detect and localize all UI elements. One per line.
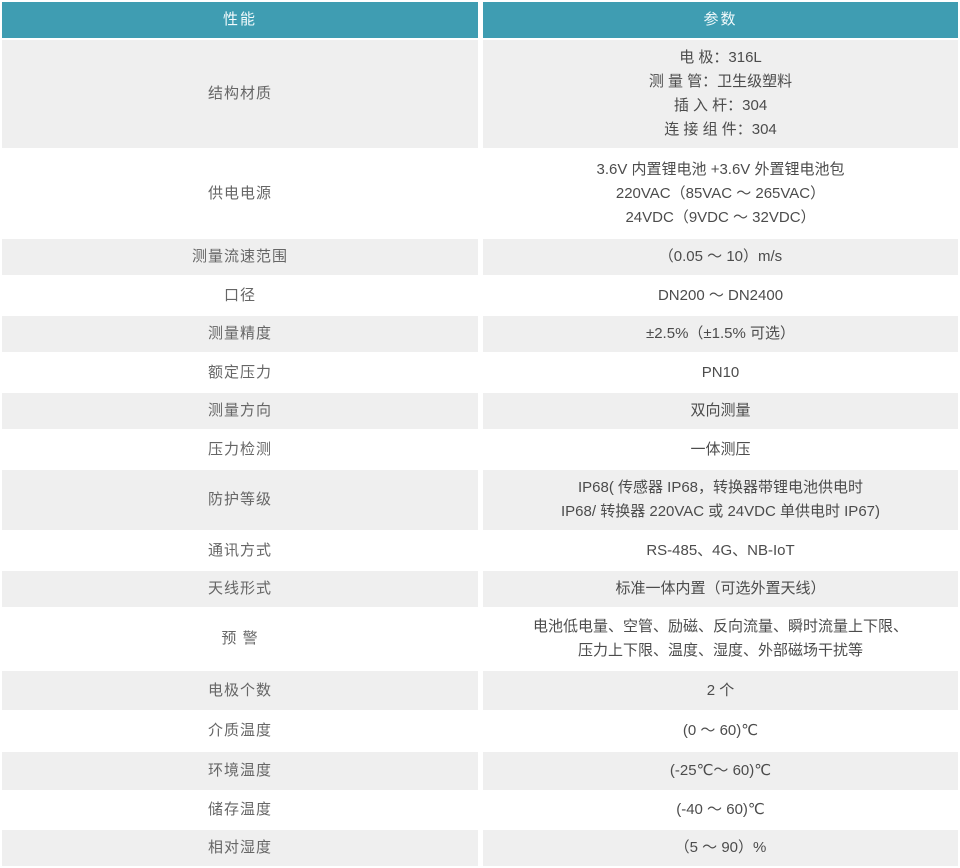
- value-cell: 双向测量: [483, 393, 958, 429]
- value-line: ±2.5%（±1.5% 可选）: [645, 325, 795, 342]
- value-line: 电 极：316L: [679, 49, 762, 66]
- property-label: 天线形式: [207, 580, 272, 597]
- table-row-rated-pressure: 额定压力 PN10: [2, 354, 958, 391]
- table-row-alarm: 预 警 电池低电量、空管、励磁、反向流量、瞬时流量上下限、 压力上下限、温度、湿…: [2, 609, 958, 669]
- property-cell: 测量精度: [2, 316, 478, 352]
- value-line: DN200 ～ DN2400: [657, 286, 784, 304]
- value-line: 压力上下限、温度、湿度、外部磁场干扰等: [577, 642, 863, 659]
- property-label: 环境温度: [207, 762, 272, 779]
- table-row-ambient-temperature: 环境温度 (-25℃～ 60)℃: [2, 752, 958, 790]
- value-line: (-40 ～ 60)℃: [676, 801, 765, 818]
- value-line: 一体测压: [690, 440, 751, 458]
- value-line: RS-485、4G、NB-IoT: [646, 541, 795, 559]
- property-cell: 介质温度: [2, 712, 478, 750]
- value-line: 插 入 杆：304: [673, 97, 768, 114]
- value-cell: ±2.5%（±1.5% 可选）: [483, 316, 958, 352]
- value-cell: 3.6V 内置锂电池 +3.6V 外置锂电池包 220VAC（85VAC ～ 2…: [483, 150, 958, 237]
- property-label: 防护等级: [207, 491, 272, 508]
- property-cell: 口径: [2, 277, 478, 314]
- property-cell: 储存温度: [2, 792, 478, 828]
- property-cell: 通讯方式: [2, 532, 478, 569]
- value-line: 24VDC（9VDC ～ 32VDC）: [625, 208, 816, 226]
- table-row-relative-humidity: 相对湿度 （5 ～ 90）%: [2, 830, 958, 866]
- value-cell: 电 极：316L 测 量 管：卫生级塑料 插 入 杆：304 连 接 组 件：3…: [483, 40, 958, 148]
- header-cell-value: 参数: [483, 2, 958, 38]
- value-cell: (0 ～ 60)℃: [483, 712, 958, 750]
- property-cell: 天线形式: [2, 571, 478, 607]
- value-cell: PN10: [483, 354, 958, 391]
- property-cell: 压力检测: [2, 431, 478, 468]
- value-cell: 2 个: [483, 671, 958, 710]
- value-line: IP68/ 转换器 220VAC 或 24VDC 单供电时 IP67): [561, 503, 880, 520]
- table-row-accuracy: 测量精度 ±2.5%（±1.5% 可选）: [2, 316, 958, 352]
- value-line: （5 ～ 90）%: [674, 839, 767, 856]
- table-row-velocity-range: 测量流速范围 （0.05 ～ 10）m/s: [2, 239, 958, 275]
- header-value-label: 参数: [703, 11, 738, 28]
- value-cell: (-40 ～ 60)℃: [483, 792, 958, 828]
- property-label: 压力检测: [207, 440, 272, 458]
- property-label: 通讯方式: [207, 541, 272, 559]
- property-cell: 结构材质: [2, 40, 478, 148]
- property-cell: 防护等级: [2, 470, 478, 530]
- table-row-electrode-count: 电极个数 2 个: [2, 671, 958, 710]
- property-label: 相对湿度: [207, 839, 272, 856]
- property-cell: 额定压力: [2, 354, 478, 391]
- table-row-medium-temperature: 介质温度 (0 ～ 60)℃: [2, 712, 958, 750]
- table-row-storage-temperature: 储存温度 (-40 ～ 60)℃: [2, 792, 958, 828]
- property-label: 测量流速范围: [191, 248, 288, 265]
- table-row-protection-rating: 防护等级 IP68( 传感器 IP68，转换器带锂电池供电时 IP68/ 转换器…: [2, 470, 958, 530]
- property-cell: 电极个数: [2, 671, 478, 710]
- header-cell-property: 性能: [2, 2, 478, 38]
- property-cell: 预 警: [2, 609, 478, 669]
- value-cell: （5 ～ 90）%: [483, 830, 958, 866]
- property-cell: 测量方向: [2, 393, 478, 429]
- property-cell: 供电电源: [2, 150, 478, 237]
- value-line: 连 接 组 件：304: [664, 121, 777, 138]
- property-label: 结构材质: [207, 85, 272, 102]
- property-label: 测量方向: [207, 402, 272, 419]
- property-label: 预 警: [221, 630, 259, 647]
- table-row-structure-material: 结构材质 电 极：316L 测 量 管：卫生级塑料 插 入 杆：304 连 接 …: [2, 40, 958, 148]
- value-cell: （0.05 ～ 10）m/s: [483, 239, 958, 275]
- property-label: 额定压力: [207, 363, 272, 381]
- value-cell: RS-485、4G、NB-IoT: [483, 532, 958, 569]
- property-cell: 测量流速范围: [2, 239, 478, 275]
- value-cell: DN200 ～ DN2400: [483, 277, 958, 314]
- value-cell: 电池低电量、空管、励磁、反向流量、瞬时流量上下限、 压力上下限、温度、湿度、外部…: [483, 609, 958, 669]
- value-line: PN10: [701, 363, 740, 381]
- value-line: 测 量 管：卫生级塑料: [648, 73, 793, 90]
- value-line: 3.6V 内置锂电池 +3.6V 外置锂电池包: [596, 160, 845, 178]
- table-row-antenna: 天线形式 标准一体内置（可选外置天线）: [2, 571, 958, 607]
- value-line: (-25℃～ 60)℃: [669, 762, 772, 779]
- value-line: 电池低电量、空管、励磁、反向流量、瞬时流量上下限、: [532, 618, 908, 635]
- table-row-power-supply: 供电电源 3.6V 内置锂电池 +3.6V 外置锂电池包 220VAC（85VA…: [2, 150, 958, 237]
- table-row-communication: 通讯方式 RS-485、4G、NB-IoT: [2, 532, 958, 569]
- table-row-pressure-detection: 压力检测 一体测压: [2, 431, 958, 468]
- header-property-label: 性能: [222, 11, 257, 28]
- value-cell: 一体测压: [483, 431, 958, 468]
- value-line: （0.05 ～ 10）m/s: [658, 248, 783, 265]
- table-row-measure-direction: 测量方向 双向测量: [2, 393, 958, 429]
- value-line: 220VAC（85VAC ～ 265VAC）: [615, 184, 826, 202]
- value-cell: 标准一体内置（可选外置天线）: [483, 571, 958, 607]
- property-cell: 相对湿度: [2, 830, 478, 866]
- value-line: 2 个: [706, 681, 735, 699]
- value-cell: (-25℃～ 60)℃: [483, 752, 958, 790]
- property-label: 测量精度: [207, 325, 272, 342]
- value-line: 双向测量: [690, 402, 751, 419]
- value-line: (0 ～ 60)℃: [682, 722, 759, 739]
- value-cell: IP68( 传感器 IP68，转换器带锂电池供电时 IP68/ 转换器 220V…: [483, 470, 958, 530]
- value-line: IP68( 传感器 IP68，转换器带锂电池供电时: [577, 479, 864, 496]
- property-cell: 环境温度: [2, 752, 478, 790]
- property-label: 供电电源: [207, 184, 272, 202]
- property-label: 介质温度: [207, 722, 272, 739]
- table-header-row: 性能 参数: [2, 2, 958, 38]
- property-label: 口径: [223, 286, 256, 304]
- property-label: 电极个数: [207, 681, 272, 699]
- table-row-diameter: 口径 DN200 ～ DN2400: [2, 277, 958, 314]
- value-line: 标准一体内置（可选外置天线）: [615, 580, 826, 597]
- property-label: 储存温度: [207, 801, 272, 818]
